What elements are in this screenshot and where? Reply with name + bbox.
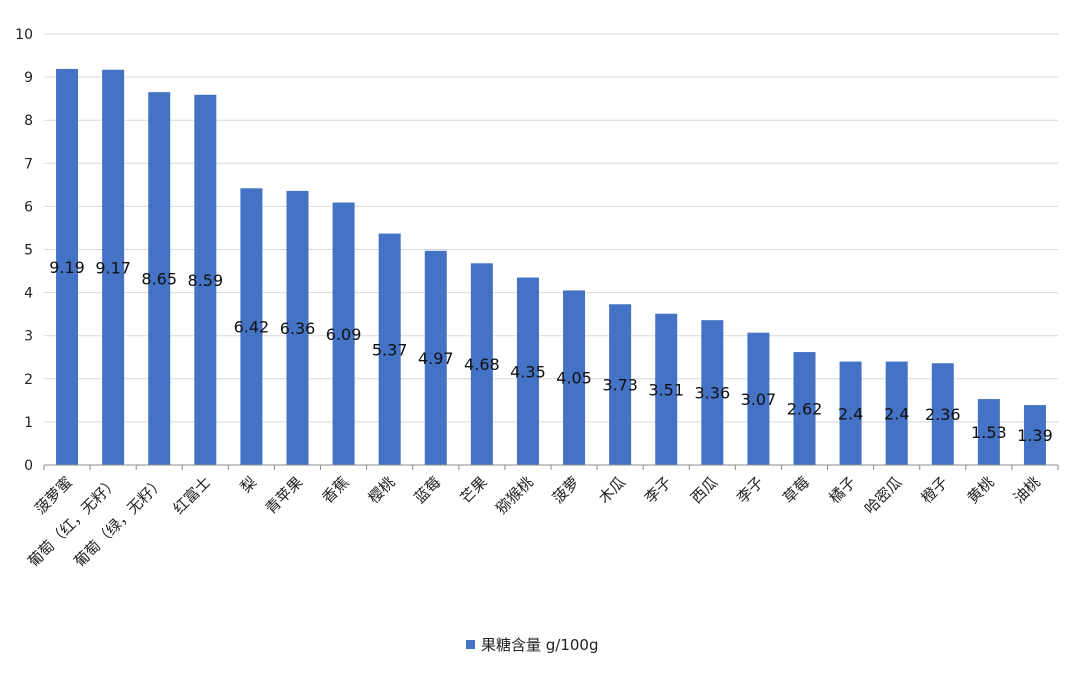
category-label: 香蕉 [318, 473, 352, 507]
category-label: 黄桃 [964, 473, 998, 507]
y-tick-label: 7 [24, 156, 33, 172]
bar [148, 92, 171, 465]
bar [102, 69, 125, 465]
category-label: 草莓 [779, 473, 813, 507]
y-tick-label: 10 [15, 27, 33, 43]
bar [516, 277, 539, 465]
data-labels: 9.19 9.17 8.65 8.59 6.42 6.36 6.09 5.37 4.97 4.68… [49, 258, 1053, 445]
data-label: 2.36 [925, 405, 961, 424]
y-tick-label: 2 [24, 372, 33, 388]
y-tick-label: 4 [24, 286, 33, 302]
bar [977, 399, 1000, 465]
bar [424, 250, 447, 465]
category-label: 油桃 [1010, 473, 1044, 507]
y-tick-label: 6 [24, 199, 33, 215]
bar [701, 320, 724, 465]
data-label: 4.35 [510, 362, 546, 381]
bar [931, 363, 954, 465]
data-label: 8.65 [141, 270, 177, 289]
category-label: 梨 [237, 473, 260, 496]
category-label: 芒果 [457, 473, 491, 507]
category-label: 橙子 [918, 473, 952, 507]
legend: 果糖含量 g/100g [466, 636, 599, 654]
bar [747, 332, 770, 465]
y-axis-tick-labels: 0 1 2 3 4 5 6 7 8 9 10 [15, 27, 33, 474]
data-label: 2.4 [838, 404, 863, 423]
category-label: 哈密瓜 [861, 473, 906, 518]
data-label: 3.73 [602, 376, 638, 395]
y-tick-label: 1 [24, 415, 33, 431]
bars [56, 68, 1046, 466]
category-label: 木瓜 [595, 473, 629, 507]
bar [609, 304, 632, 465]
bar [286, 190, 309, 465]
data-label: 5.37 [372, 340, 408, 359]
bar [793, 352, 816, 465]
data-label: 3.07 [741, 390, 777, 409]
category-label: 红富士 [170, 473, 215, 518]
data-label: 3.36 [695, 384, 731, 403]
y-tick-label: 9 [24, 70, 33, 86]
bar [332, 202, 355, 465]
data-label: 6.09 [326, 325, 362, 344]
data-label: 9.19 [49, 258, 85, 277]
bar [56, 68, 79, 465]
category-label: 青苹果 [262, 473, 307, 518]
bar [470, 263, 493, 465]
category-label: 猕猴桃 [492, 473, 537, 518]
data-label: 2.62 [787, 400, 823, 419]
category-label: 橘子 [825, 473, 859, 507]
category-label: 西瓜 [687, 473, 721, 507]
legend-label: 果糖含量 g/100g [481, 636, 599, 654]
legend-swatch [466, 640, 475, 649]
bar [839, 361, 862, 465]
data-label: 8.59 [188, 271, 224, 290]
bar [240, 188, 263, 465]
category-labels: 菠萝蜜葡萄（红，无籽）葡萄（绿，无籽） 红富士梨青苹果 香蕉 樱桃 蓝莓 芒果 猕猴桃 菠萝木… [24, 473, 1043, 571]
data-label: 9.17 [95, 258, 131, 277]
x-axis-tick-marks [43, 465, 1059, 470]
data-label: 4.68 [464, 355, 500, 374]
bar [885, 361, 908, 465]
bar [655, 313, 678, 465]
data-label: 1.53 [971, 423, 1007, 442]
data-label: 6.36 [280, 319, 316, 338]
data-label: 2.4 [884, 404, 909, 423]
category-label: 樱桃 [365, 473, 399, 507]
data-label: 4.97 [418, 349, 454, 368]
category-label: 菠萝蜜 [31, 473, 76, 518]
bar [1023, 405, 1046, 465]
category-label: 李子 [641, 473, 675, 507]
data-label: 4.05 [556, 369, 592, 388]
bar [378, 233, 401, 465]
data-label: 3.51 [648, 380, 684, 399]
category-label: 蓝莓 [411, 473, 445, 507]
y-tick-label: 3 [24, 329, 33, 345]
data-label: 6.42 [234, 318, 270, 337]
y-tick-label: 8 [24, 113, 33, 129]
bar [194, 94, 217, 466]
category-label: 李子 [733, 473, 767, 507]
data-label: 1.39 [1017, 426, 1053, 445]
y-tick-label: 0 [24, 458, 33, 474]
bar [563, 290, 586, 465]
category-label: 菠萝 [549, 473, 583, 507]
y-tick-label: 5 [24, 243, 33, 259]
